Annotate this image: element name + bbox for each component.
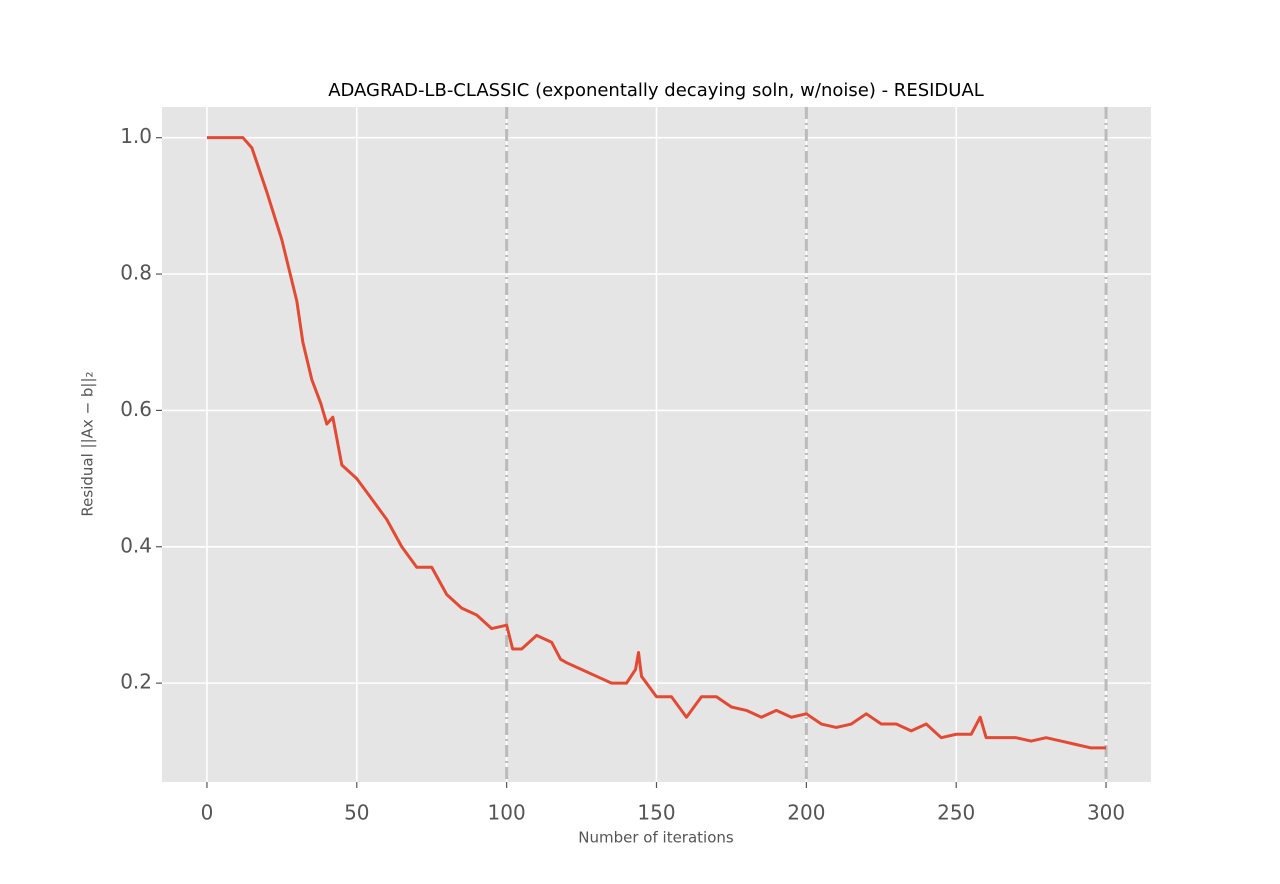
y-tick-label: 0.2: [120, 670, 152, 694]
x-tick-label: 50: [344, 801, 369, 825]
x-tick-label: 250: [937, 801, 975, 825]
y-axis-label: Residual ||Ax − b||₂: [79, 371, 97, 516]
x-tick-label: 300: [1087, 801, 1125, 825]
x-tick-label: 100: [488, 801, 526, 825]
x-tick-label: 0: [201, 801, 214, 825]
x-tick-label: 200: [787, 801, 825, 825]
x-axis-label: Number of iterations: [578, 829, 734, 847]
y-tick-label: 0.8: [120, 261, 152, 285]
chart-title: ADAGRAD-LB-CLASSIC (exponentally decayin…: [328, 80, 984, 101]
y-tick-label: 1.0: [120, 124, 152, 148]
y-tick-label: 0.4: [120, 533, 152, 557]
x-tick-label: 150: [637, 801, 675, 825]
data-line: [206, 136, 1107, 750]
y-tick-label: 0.6: [120, 397, 152, 421]
